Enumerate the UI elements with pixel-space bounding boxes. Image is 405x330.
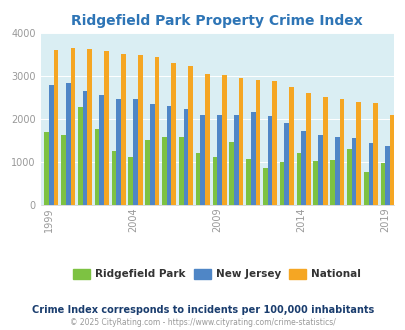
Text: © 2025 CityRating.com - https://www.cityrating.com/crime-statistics/: © 2025 CityRating.com - https://www.city…	[70, 318, 335, 327]
Bar	[245, 159, 250, 205]
Bar	[262, 168, 267, 205]
Bar	[380, 163, 384, 205]
Bar	[128, 157, 133, 205]
Bar	[305, 93, 310, 205]
Bar	[94, 129, 99, 205]
Bar	[83, 91, 87, 205]
Bar	[384, 146, 389, 205]
Bar	[233, 115, 238, 205]
Bar	[322, 97, 327, 205]
Bar	[217, 115, 222, 205]
Bar	[70, 48, 75, 205]
Bar	[238, 78, 243, 205]
Bar	[162, 137, 166, 205]
Bar	[154, 57, 159, 205]
Bar	[183, 109, 188, 205]
Bar	[66, 83, 70, 205]
Bar	[329, 160, 334, 205]
Bar	[296, 153, 301, 205]
Bar	[104, 50, 109, 205]
Bar	[351, 138, 356, 205]
Bar	[99, 95, 104, 205]
Bar	[284, 123, 288, 205]
Bar	[166, 106, 171, 205]
Bar	[44, 132, 49, 205]
Bar	[205, 74, 209, 205]
Bar	[179, 137, 183, 205]
Bar	[368, 143, 372, 205]
Bar	[313, 161, 318, 205]
Bar	[356, 102, 360, 205]
Bar	[87, 49, 92, 205]
Bar	[334, 137, 339, 205]
Bar	[188, 66, 192, 205]
Text: Crime Index corresponds to incidents per 100,000 inhabitants: Crime Index corresponds to incidents per…	[32, 305, 373, 315]
Bar	[78, 107, 83, 205]
Bar	[363, 172, 368, 205]
Legend: Ridgefield Park, New Jersey, National: Ridgefield Park, New Jersey, National	[69, 265, 364, 283]
Bar	[121, 53, 126, 205]
Bar	[49, 85, 53, 205]
Bar	[111, 151, 116, 205]
Bar	[133, 100, 137, 205]
Bar	[145, 140, 149, 205]
Bar	[267, 116, 272, 205]
Bar	[250, 112, 255, 205]
Bar	[212, 157, 217, 205]
Bar	[149, 104, 154, 205]
Bar	[272, 82, 276, 205]
Bar	[200, 115, 205, 205]
Bar	[389, 115, 394, 205]
Bar	[222, 75, 226, 205]
Bar	[229, 143, 233, 205]
Bar	[116, 99, 121, 205]
Title: Ridgefield Park Property Crime Index: Ridgefield Park Property Crime Index	[71, 14, 362, 28]
Bar	[137, 55, 142, 205]
Bar	[339, 99, 343, 205]
Bar	[195, 153, 200, 205]
Bar	[171, 63, 176, 205]
Bar	[301, 131, 305, 205]
Bar	[279, 162, 284, 205]
Bar	[318, 135, 322, 205]
Bar	[61, 135, 66, 205]
Bar	[288, 87, 293, 205]
Bar	[346, 149, 351, 205]
Bar	[255, 80, 260, 205]
Bar	[372, 103, 377, 205]
Bar	[53, 50, 58, 205]
